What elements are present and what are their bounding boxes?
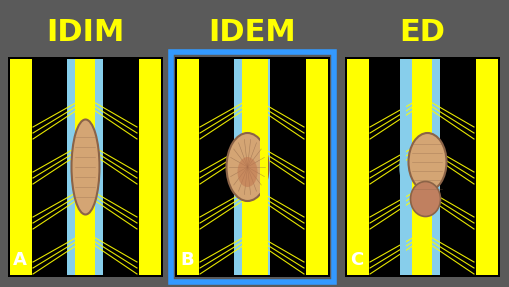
Ellipse shape [410,181,440,216]
Bar [10,59,32,275]
Bar [75,59,95,275]
Text: C: C [349,251,362,269]
Text: IDEM: IDEM [208,18,296,47]
Bar [177,59,199,275]
FancyBboxPatch shape [175,57,329,277]
Text: A: A [13,251,27,269]
Ellipse shape [226,133,268,201]
Text: B: B [180,251,193,269]
FancyBboxPatch shape [344,57,499,277]
Bar [400,59,406,275]
FancyBboxPatch shape [8,57,163,277]
Bar [305,59,327,275]
Bar [234,59,242,275]
Ellipse shape [408,133,445,191]
Bar [346,59,369,275]
Text: ED: ED [399,18,445,47]
Ellipse shape [237,157,257,187]
Bar [412,59,432,275]
Bar [432,59,440,275]
Bar [242,59,262,275]
Ellipse shape [71,119,99,214]
Bar [95,59,103,275]
Bar [260,59,268,275]
Bar [262,59,270,275]
Text: IDIM: IDIM [46,18,124,47]
Bar [139,59,161,275]
Bar [67,59,75,275]
Bar [475,59,497,275]
Bar [404,59,412,275]
